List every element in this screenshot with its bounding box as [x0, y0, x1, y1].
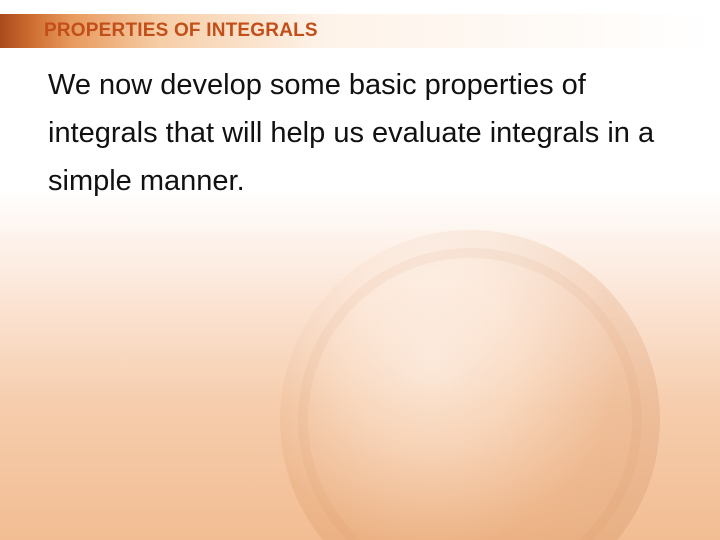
slide-title: PROPERTIES OF INTEGRALS: [0, 20, 318, 42]
slide-body-text: We now develop some basic properties of …: [48, 62, 672, 206]
title-bar: PROPERTIES OF INTEGRALS: [0, 14, 720, 48]
clock-watermark: [280, 230, 660, 540]
slide: PROPERTIES OF INTEGRALS We now develop s…: [0, 0, 720, 540]
